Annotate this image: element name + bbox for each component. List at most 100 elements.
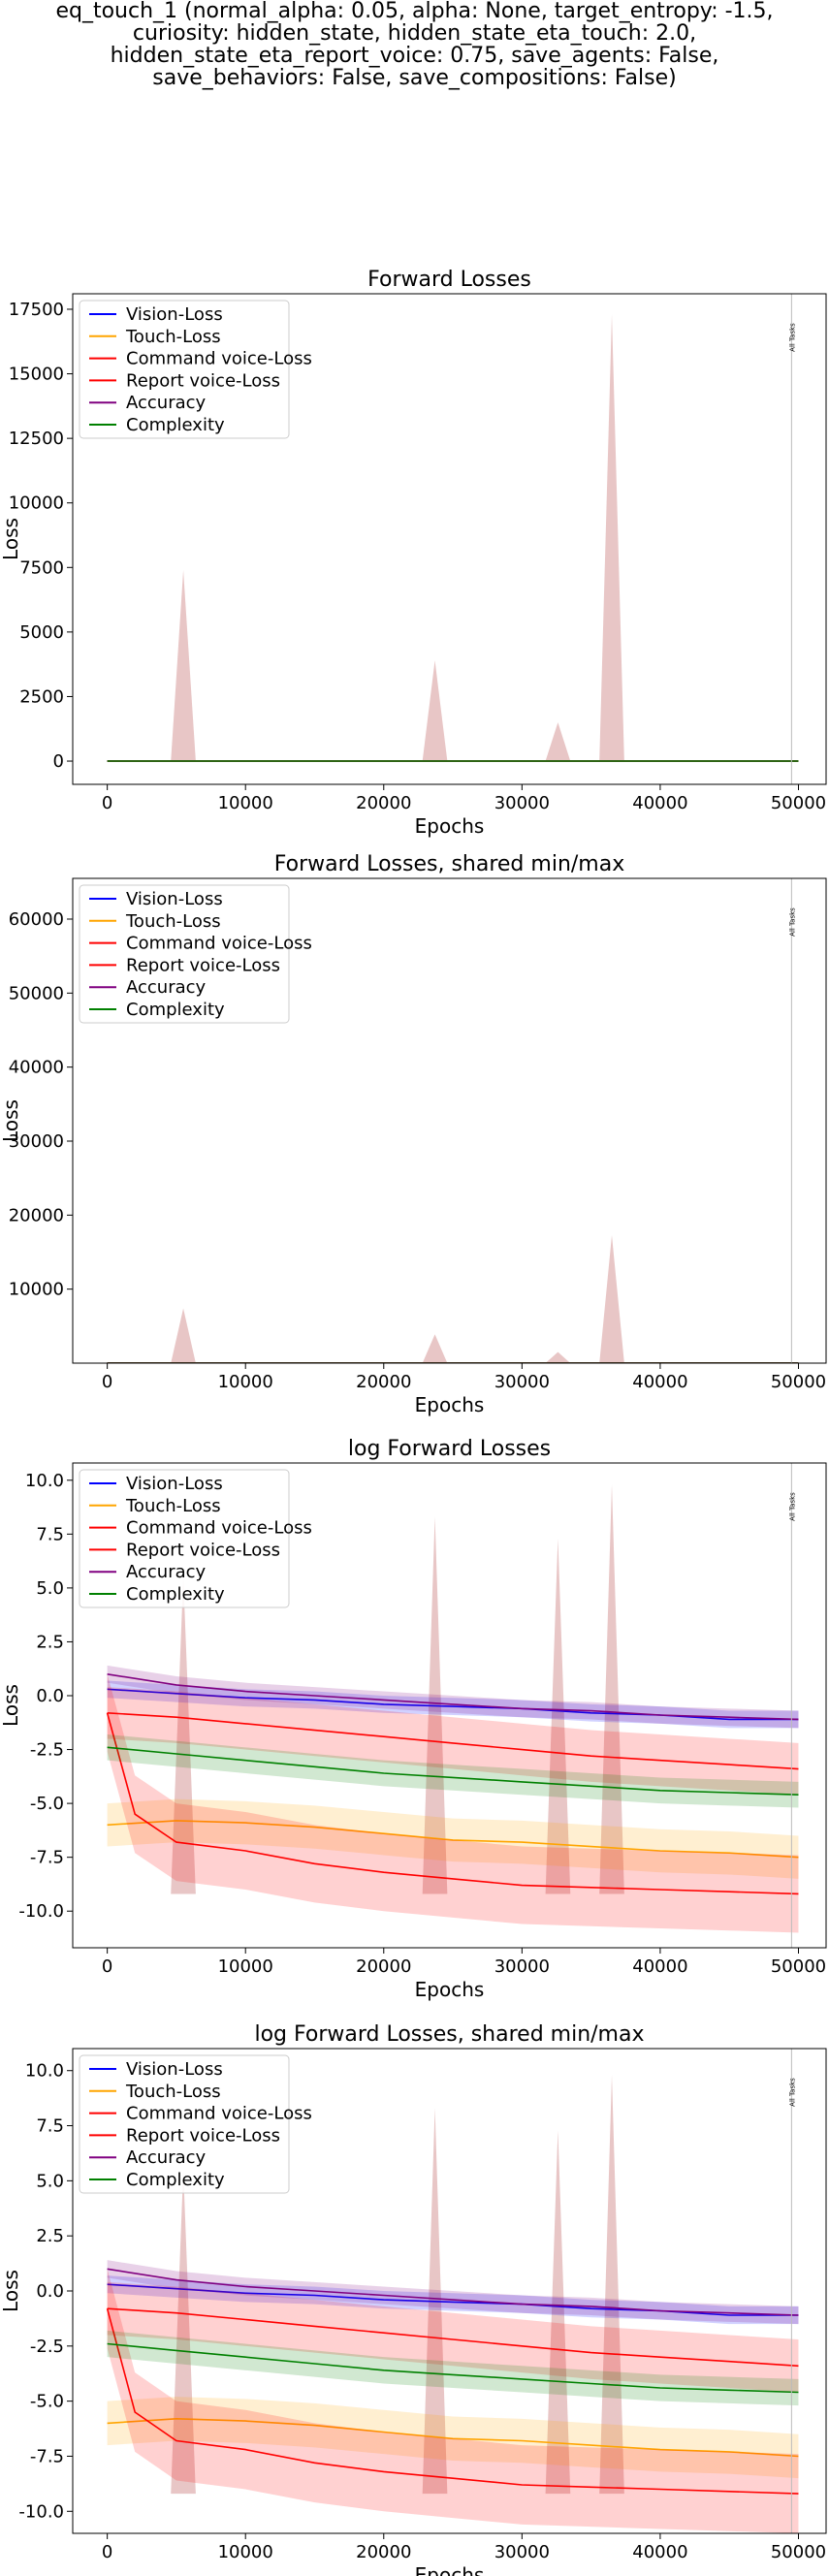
plot-area <box>107 878 799 1363</box>
all-tasks-label: All Tasks <box>788 907 796 937</box>
series-line <box>107 2268 799 2316</box>
loss-spike <box>599 2075 624 2495</box>
suptitle-line: hidden_state_eta_report_voice: 0.75, sav… <box>110 44 719 68</box>
legend-label: Vision-Loss <box>126 304 223 325</box>
x-tick-label: 0 <box>102 2542 112 2562</box>
x-tick-label: 50000 <box>771 1372 826 1392</box>
legend-label: Command voice-Loss <box>126 1518 312 1539</box>
suptitle-line: curiosity: hidden_state, hidden_state_et… <box>132 21 697 46</box>
series-band <box>107 1673 799 1933</box>
plot-area <box>107 294 799 784</box>
loss-spike <box>171 569 196 762</box>
x-tick-label: 40000 <box>632 1956 687 1977</box>
suptitle-line: save_behaviors: False, save_compositions… <box>152 66 677 90</box>
x-tick-label: 20000 <box>356 1956 411 1977</box>
series-line <box>107 1712 799 1770</box>
y-axis-label: Loss <box>0 1099 22 1142</box>
x-tick-label: 30000 <box>494 1956 550 1977</box>
loss-spike <box>171 1576 196 1894</box>
y-tick-label: 17500 <box>9 300 64 320</box>
legend-label: Vision-Loss <box>126 1474 223 1494</box>
chart-panel-1: All Tasks 0 10000 20000 30000 40000 50000 0 2500… <box>0 268 827 838</box>
axes-frame <box>72 1462 827 1949</box>
chart-title: Forward Losses <box>367 268 531 292</box>
x-tick-label: 50000 <box>771 2542 826 2562</box>
y-tick-label: 5.0 <box>36 1578 64 1599</box>
x-tick-label: 0 <box>102 1372 112 1392</box>
series-band <box>107 1687 799 1796</box>
legend-label: Touch-Loss <box>125 1496 221 1516</box>
x-tick-label: 40000 <box>632 793 687 813</box>
x-tick-label: 50000 <box>771 1956 826 1977</box>
x-tick-label: 30000 <box>494 793 550 813</box>
y-tick-label: 0.0 <box>36 2281 64 2302</box>
axes-frame <box>72 293 827 785</box>
chart-title: Forward Losses, shared min/max <box>274 852 624 876</box>
y-tick-label: 15000 <box>9 365 64 385</box>
loss-spike <box>545 1352 571 1363</box>
y-tick-label: 0 <box>53 751 64 772</box>
y-tick-label: 60000 <box>9 909 64 930</box>
y-tick-label: 20000 <box>9 1205 64 1225</box>
y-tick-label: 5000 <box>19 622 64 643</box>
legend-label: Complexity <box>126 1584 225 1605</box>
chart-panel-4: All Tasks 0 10000 20000 30000 40000 50000 -10.0… <box>0 2022 827 2576</box>
legend-label: Report voice-Loss <box>126 370 280 391</box>
x-axis-label: Epochs <box>415 814 485 838</box>
series-band <box>107 2330 799 2406</box>
x-tick-label: 40000 <box>632 2542 687 2562</box>
y-tick-label: 0.0 <box>36 1686 64 1706</box>
y-axis-label: Loss <box>0 1684 22 1727</box>
legend-box <box>79 2054 290 2194</box>
y-tick-label: 7.5 <box>36 1524 64 1544</box>
series-line <box>107 2307 799 2368</box>
legend-label: Vision-Loss <box>126 2059 223 2080</box>
all-tasks-label: All Tasks <box>788 323 796 352</box>
y-tick-label: 10000 <box>9 1280 64 1300</box>
legend-label: Report voice-Loss <box>126 1540 280 1560</box>
legend-box <box>79 1469 290 1608</box>
y-tick-label: -5.0 <box>30 2392 64 2412</box>
legend-label: Report voice-Loss <box>126 2125 280 2146</box>
x-tick-label: 10000 <box>218 1956 273 1977</box>
loss-spike <box>545 2130 571 2495</box>
y-tick-label: 30000 <box>9 1131 64 1152</box>
y-tick-label: 10.0 <box>25 1471 64 1491</box>
series-line <box>107 1673 799 1721</box>
y-tick-label: 7.5 <box>36 2116 64 2137</box>
x-axis-label: Epochs <box>415 1393 485 1416</box>
chart-title: log Forward Losses, shared min/max <box>254 2022 644 2047</box>
plot-area <box>106 1463 799 1948</box>
y-tick-label: 10000 <box>9 493 64 514</box>
loss-spike <box>422 1334 448 1363</box>
legend-label: Touch-Loss <box>125 327 221 347</box>
y-axis-label: Loss <box>0 2270 22 2312</box>
x-axis-label: Epochs <box>415 2563 485 2576</box>
x-tick-label: 0 <box>102 793 112 813</box>
y-tick-label: 7500 <box>19 557 64 578</box>
x-axis-label: Epochs <box>415 1978 485 2001</box>
y-tick-label: 5.0 <box>36 2171 64 2191</box>
legend-label: Accuracy <box>126 393 207 413</box>
all-tasks-label: All Tasks <box>788 2078 796 2107</box>
legend-label: Command voice-Loss <box>126 349 312 369</box>
legend-label: Vision-Loss <box>126 889 223 909</box>
x-tick-label: 30000 <box>494 1372 550 1392</box>
y-tick-label: 2.5 <box>36 2226 64 2246</box>
x-tick-label: 20000 <box>356 2542 411 2562</box>
legend-label: Accuracy <box>126 977 207 998</box>
x-tick-label: 10000 <box>218 2542 273 2562</box>
x-tick-label: 40000 <box>632 1372 687 1392</box>
loss-spike <box>599 314 624 762</box>
loss-spike <box>599 1484 624 1894</box>
y-tick-label: -2.5 <box>30 2337 64 2357</box>
legend-label: Accuracy <box>126 1562 207 1582</box>
x-tick-label: 10000 <box>218 793 273 813</box>
axes-frame <box>72 877 827 1364</box>
series-band <box>107 2281 799 2393</box>
